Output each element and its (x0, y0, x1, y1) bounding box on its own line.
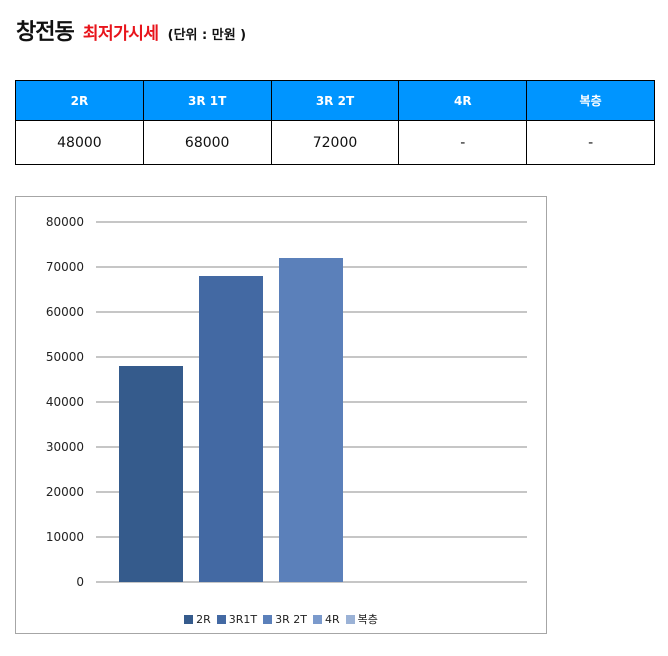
y-tick-label: 70000 (46, 260, 84, 274)
legend-label: 2R (196, 613, 211, 626)
y-tick-label: 20000 (46, 485, 84, 499)
table-row: 48000 68000 72000 - - (15, 120, 655, 165)
header-2r: 2R (15, 80, 144, 121)
legend-item: 2R (184, 613, 211, 626)
page-title: 창전동 최저가시세 (단위 : 만원 ) (16, 14, 246, 46)
legend-item: 복층 (345, 611, 378, 627)
legend-swatch (312, 615, 322, 624)
table-header-row: 2R 3R 1T 3R 2T 4R 복층 (15, 80, 655, 121)
header-3r-2t: 3R 2T (270, 80, 400, 121)
value-duplex: - (526, 120, 655, 165)
header-duplex: 복층 (526, 80, 655, 121)
y-tick-label: 0 (76, 575, 84, 589)
legend-swatch (345, 615, 355, 624)
location-title: 창전동 (16, 20, 75, 45)
header-4r: 4R (398, 80, 528, 121)
price-table: 2R 3R 1T 3R 2T 4R 복층 48000 68000 72000 -… (15, 80, 655, 165)
unit-label: (단위 : 만원 ) (167, 28, 247, 43)
y-tick-label: 10000 (46, 530, 84, 544)
legend-label: 3R 2T (275, 613, 307, 626)
legend-item: 3R1T (216, 613, 258, 626)
bar-chart-svg: 0 10000 20000 30000 40000 50000 60000 70000 8000… (46, 215, 527, 589)
legend-swatch (216, 615, 226, 624)
chart-legend: 2R 3R1T 3R 2T 4R 복층 (16, 611, 546, 627)
bar-1 (119, 366, 183, 582)
header-3r-1t: 3R 1T (142, 80, 272, 121)
value-3r-2t: 72000 (270, 120, 400, 165)
lowest-price-title: 최저가시세 (82, 24, 159, 44)
legend-item: 3R 2T (263, 613, 307, 626)
legend-label: 3R1T (228, 613, 258, 626)
y-tick-label: 50000 (46, 350, 84, 364)
legend-label: 복층 (357, 613, 378, 626)
legend-item: 4R (312, 613, 340, 626)
price-chart: 0 10000 20000 30000 40000 50000 60000 70000 8000… (15, 196, 547, 634)
legend-swatch (263, 615, 273, 624)
y-tick-label: 30000 (46, 440, 84, 454)
legend-swatch (184, 615, 194, 624)
value-2r: 48000 (15, 120, 144, 165)
y-tick-label: 80000 (46, 215, 84, 229)
y-tick-label: 60000 (46, 305, 84, 319)
value-4r: - (398, 120, 528, 165)
legend-label: 4R (324, 613, 340, 626)
y-tick-label: 40000 (46, 395, 84, 409)
bar-2 (199, 276, 263, 582)
bar-3 (279, 258, 343, 582)
value-3r-1t: 68000 (142, 120, 272, 165)
